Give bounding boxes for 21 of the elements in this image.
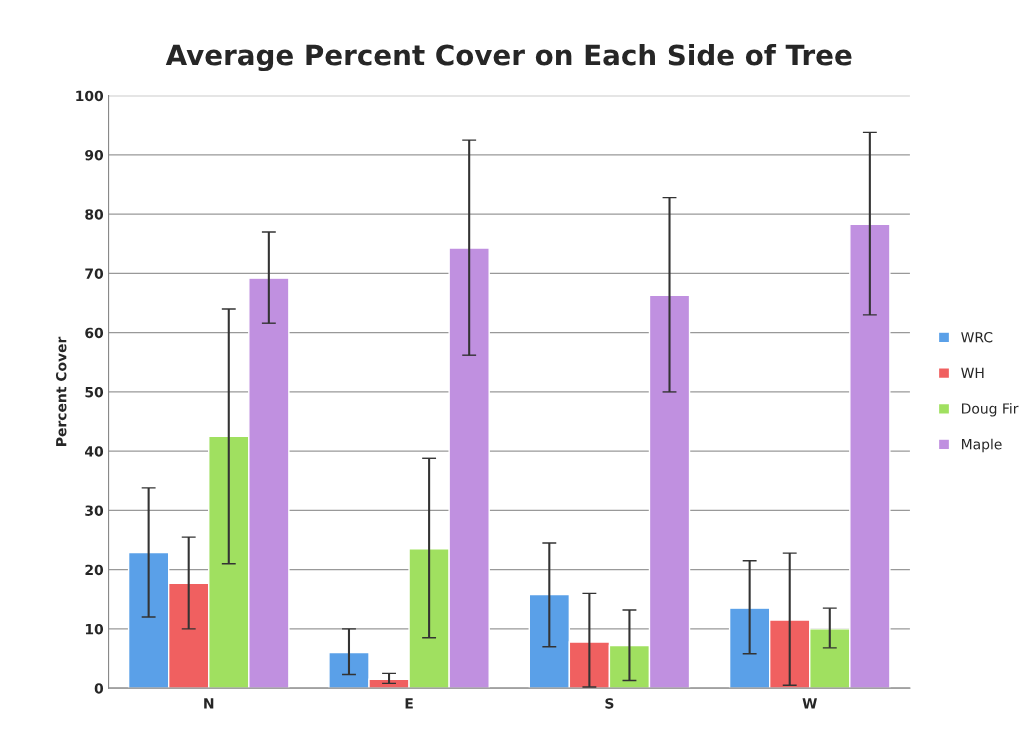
x-tick-label: N [204, 698, 214, 709]
y-axis-title: Percent Cover [55, 336, 67, 446]
y-tick-label: 30 [85, 505, 104, 516]
y-tick-label: 80 [85, 209, 104, 220]
legend-label: Maple [962, 438, 1002, 453]
legend-label: WRC [961, 331, 993, 343]
x-tick-label: E [405, 698, 413, 709]
legend-label: WH [961, 367, 984, 378]
chart-title: Average Percent Cover on Each Side of Tree [165, 44, 852, 72]
y-tick-label: 50 [85, 386, 104, 398]
y-tick-label: 40 [85, 446, 104, 457]
y-tick-label: 10 [85, 623, 104, 635]
legend-label: Doug Fir [962, 403, 1019, 417]
y-tick-label: 70 [85, 268, 104, 279]
x-tick-label: S [605, 698, 614, 709]
y-tick-label: 90 [85, 149, 104, 161]
y-tick-label: 60 [85, 327, 104, 339]
x-tick-label: W [802, 698, 817, 709]
y-tick-label: 0 [94, 683, 104, 694]
y-tick-label: 20 [85, 564, 104, 576]
y-tick-label: 100 [76, 90, 104, 102]
